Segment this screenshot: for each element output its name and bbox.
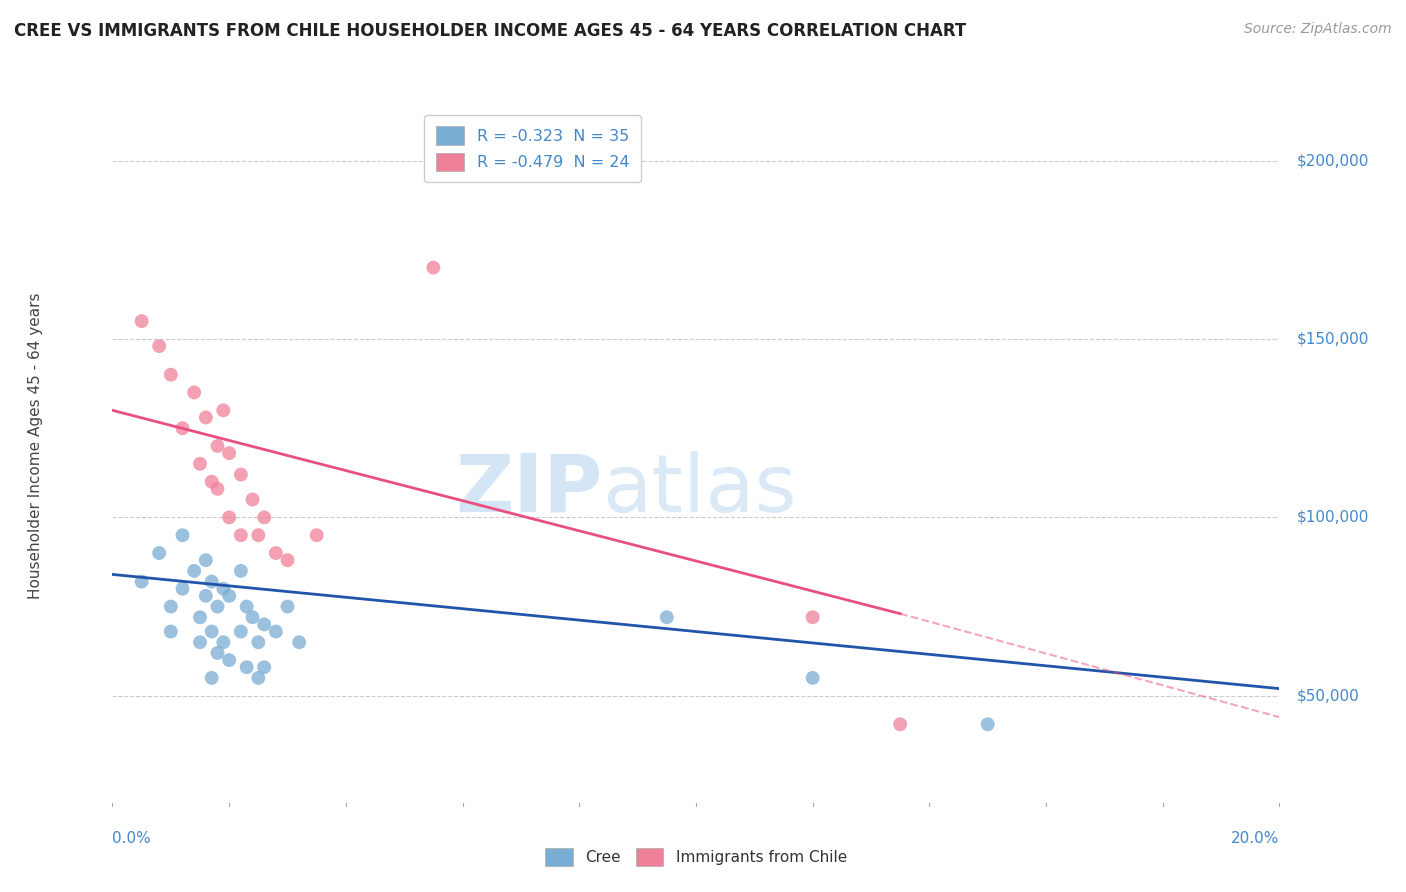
Point bbox=[276, 553, 298, 567]
Point bbox=[218, 653, 240, 667]
Point bbox=[229, 624, 252, 639]
Point bbox=[194, 589, 217, 603]
Point bbox=[212, 403, 235, 417]
Point bbox=[148, 546, 170, 560]
Text: $50,000: $50,000 bbox=[1296, 689, 1360, 703]
Point bbox=[235, 599, 257, 614]
Point bbox=[188, 610, 211, 624]
Text: CREE VS IMMIGRANTS FROM CHILE HOUSEHOLDER INCOME AGES 45 - 64 YEARS CORRELATION : CREE VS IMMIGRANTS FROM CHILE HOUSEHOLDE… bbox=[14, 22, 966, 40]
Point bbox=[655, 610, 678, 624]
Point bbox=[201, 574, 224, 589]
Point bbox=[183, 564, 205, 578]
Point bbox=[264, 546, 287, 560]
Point bbox=[276, 599, 298, 614]
Point bbox=[212, 635, 235, 649]
Point bbox=[148, 339, 170, 353]
Legend: Cree, Immigrants from Chile: Cree, Immigrants from Chile bbox=[538, 842, 853, 871]
Point bbox=[172, 582, 194, 596]
Point bbox=[247, 635, 270, 649]
Point bbox=[253, 617, 276, 632]
Point bbox=[188, 457, 211, 471]
Point bbox=[188, 635, 211, 649]
Point bbox=[172, 528, 194, 542]
Point bbox=[247, 671, 270, 685]
Point bbox=[976, 717, 998, 731]
Point bbox=[801, 610, 824, 624]
Point bbox=[207, 646, 229, 660]
Point bbox=[218, 446, 240, 460]
Point bbox=[201, 671, 224, 685]
Point bbox=[288, 635, 311, 649]
Point bbox=[201, 475, 224, 489]
Text: $100,000: $100,000 bbox=[1296, 510, 1369, 524]
Text: atlas: atlas bbox=[603, 450, 797, 529]
Point bbox=[801, 671, 824, 685]
Point bbox=[422, 260, 444, 275]
Point bbox=[305, 528, 328, 542]
Point bbox=[235, 660, 257, 674]
Text: Source: ZipAtlas.com: Source: ZipAtlas.com bbox=[1244, 22, 1392, 37]
Point bbox=[212, 582, 235, 596]
Point bbox=[201, 624, 224, 639]
Point bbox=[242, 610, 264, 624]
Point bbox=[194, 410, 217, 425]
Point bbox=[218, 589, 240, 603]
Point bbox=[242, 492, 264, 507]
Point bbox=[229, 528, 252, 542]
Point bbox=[131, 574, 153, 589]
Point bbox=[218, 510, 240, 524]
Point bbox=[889, 717, 911, 731]
Text: $200,000: $200,000 bbox=[1296, 153, 1369, 168]
Text: Householder Income Ages 45 - 64 years: Householder Income Ages 45 - 64 years bbox=[28, 293, 42, 599]
Point bbox=[207, 599, 229, 614]
Text: 0.0%: 0.0% bbox=[112, 831, 152, 847]
Point bbox=[207, 439, 229, 453]
Point bbox=[160, 599, 183, 614]
Point bbox=[253, 510, 276, 524]
Point bbox=[229, 564, 252, 578]
Point bbox=[229, 467, 252, 482]
Point bbox=[160, 624, 183, 639]
Point bbox=[172, 421, 194, 435]
Point bbox=[160, 368, 183, 382]
Point bbox=[207, 482, 229, 496]
Point bbox=[183, 385, 205, 400]
Point bbox=[253, 660, 276, 674]
Point bbox=[247, 528, 270, 542]
Point bbox=[194, 553, 217, 567]
Text: $150,000: $150,000 bbox=[1296, 332, 1369, 346]
Text: 20.0%: 20.0% bbox=[1232, 831, 1279, 847]
Point bbox=[264, 624, 287, 639]
Text: ZIP: ZIP bbox=[456, 450, 603, 529]
Point bbox=[131, 314, 153, 328]
